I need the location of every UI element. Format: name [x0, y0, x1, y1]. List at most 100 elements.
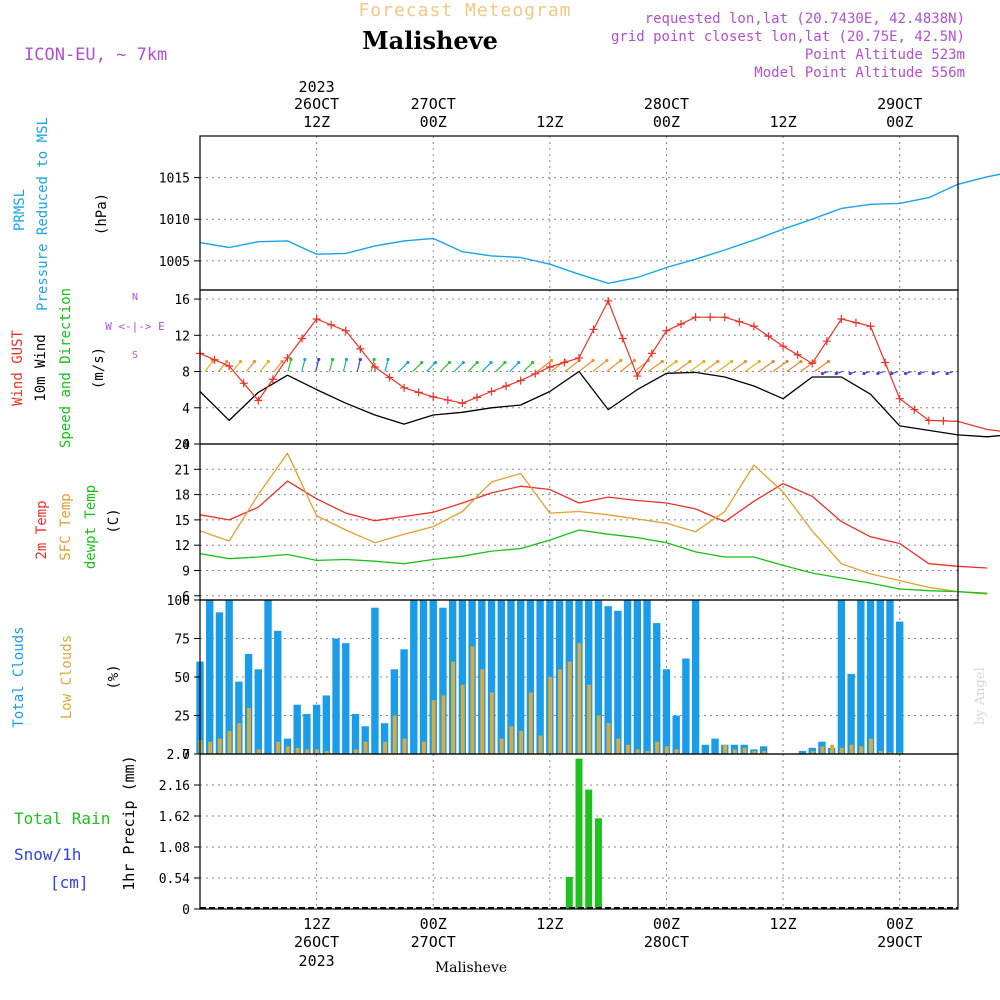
low-cloud-bar	[441, 695, 446, 754]
wind-direction-arrow	[301, 359, 306, 372]
wind-direction-arrow	[273, 361, 283, 372]
gust-marker	[283, 353, 292, 362]
temp-2m-line	[199, 480, 988, 569]
temp-sfc-label: SFC Temp	[58, 493, 74, 560]
gust-marker	[647, 349, 656, 358]
gust-marker	[662, 326, 671, 335]
bottom-axis-hour: 00Z	[420, 915, 447, 933]
wind-direction-arrow	[592, 360, 608, 373]
bottom-axis-date: 28OCT	[644, 933, 689, 951]
top-axis-date: 27OCT	[411, 95, 456, 113]
low-cloud-bar	[499, 738, 504, 754]
total-rain-label: Total Rain	[14, 809, 110, 828]
low-cloud-bar	[742, 747, 747, 754]
wind-direction-arrow	[328, 359, 334, 372]
wind-direction-arrow	[717, 361, 732, 373]
gust-marker	[370, 363, 379, 371]
wind-arrow-head	[266, 359, 270, 364]
total-cloud-bar	[837, 600, 846, 754]
gust-marker	[764, 332, 773, 341]
total-cloud-bar	[759, 746, 768, 754]
y-tick-label: 12	[174, 329, 190, 344]
gust-marker	[400, 383, 409, 392]
wind-arrow-head	[660, 359, 664, 364]
wind-direction-arrow	[772, 361, 788, 373]
total-cloud-bar	[400, 649, 408, 754]
y-tick-label: 2.16	[159, 779, 190, 794]
snow-unit-label: [cm]	[50, 873, 89, 892]
total-cloud-bar	[206, 600, 214, 754]
gust-marker	[866, 322, 875, 331]
wind-arrow-head	[917, 371, 922, 376]
y-tick-label: 1010	[159, 213, 190, 228]
y-tick-label: 25	[174, 710, 190, 725]
wind-direction-arrow	[703, 361, 719, 373]
low-cloud-bar	[237, 723, 242, 754]
total-cloud-bar	[614, 610, 622, 754]
low-cloud-bar	[421, 741, 426, 754]
temp-unit-label: (C)	[106, 508, 122, 533]
low-cloud-bar	[528, 692, 533, 754]
wind-arrow-head	[211, 359, 215, 364]
top-axis-date: 29OCT	[877, 95, 922, 113]
low-cloud-bar	[489, 692, 494, 754]
y-tick-label: 6	[182, 590, 190, 605]
gust-marker	[881, 358, 890, 367]
wind-direction-arrow	[356, 359, 361, 372]
low-cloud-bar	[810, 750, 815, 754]
wind-arrow-head	[834, 371, 838, 376]
wind-direction-arrow	[398, 362, 409, 372]
gust-marker	[356, 344, 365, 353]
top-axis-hour: 00Z	[420, 113, 447, 131]
wind-direction-arrow	[315, 359, 320, 372]
wind-arrow-head	[848, 371, 852, 376]
top-axis-hour: 00Z	[886, 113, 913, 131]
gust-marker	[560, 358, 569, 367]
y-tick-label: 1.62	[159, 810, 190, 825]
y-tick-label: 15	[174, 514, 190, 529]
wind-direction-arrow	[495, 362, 506, 372]
gust-marker	[341, 326, 350, 335]
top-axis-hour: 12Z	[536, 113, 563, 131]
y-tick-label: 1005	[159, 255, 190, 270]
gust-marker	[604, 296, 613, 305]
total-cloud-bar	[312, 704, 321, 754]
wind-arrow-head	[549, 358, 554, 363]
total-cloud-bar	[895, 621, 904, 754]
bottom-axis-hour: 12Z	[770, 915, 797, 933]
wind-direction-arrow	[287, 359, 292, 372]
wind-arrow-head	[743, 359, 748, 364]
low-cloud-bar	[509, 726, 514, 754]
total-cloud-bar	[390, 669, 399, 754]
y-tick-label: 1015	[159, 172, 190, 187]
total-cloud-bar	[322, 695, 331, 754]
bottom-axis-hour: 12Z	[303, 915, 330, 933]
wind-arrow-head	[475, 360, 479, 365]
wind-arrow-head	[358, 357, 362, 362]
gust-marker	[443, 396, 452, 405]
low-cloud-bar	[849, 744, 854, 754]
total-cloud-bar	[643, 600, 651, 754]
low-cloud-bar	[353, 749, 358, 754]
low-cloud-bar	[460, 684, 465, 754]
bottom-axis-date: 27OCT	[411, 933, 456, 951]
panel-frame	[199, 289, 959, 445]
wind-arrow-head	[344, 357, 349, 362]
total-cloud-bar	[244, 653, 253, 754]
total-cloud-bar	[458, 600, 467, 754]
low-cloud-bar	[898, 752, 903, 754]
low-cloud-bar	[217, 738, 222, 754]
y-tick-label: 0	[182, 438, 190, 453]
low-cloud-bar	[227, 730, 232, 754]
wind-arrow-head	[931, 371, 935, 376]
low-cloud-bar	[868, 738, 873, 754]
gust-marker	[472, 393, 481, 402]
bottom-axis-hour: 00Z	[653, 915, 680, 933]
wind-arrow-head	[619, 358, 623, 363]
low-cloud-bar	[664, 746, 669, 754]
gust-marker	[239, 379, 248, 388]
low-cloud-bar	[839, 747, 844, 754]
bottom-axis-hour: 12Z	[536, 915, 563, 933]
total-cloud-bar	[604, 606, 612, 754]
wind-arrow-head	[688, 359, 692, 364]
